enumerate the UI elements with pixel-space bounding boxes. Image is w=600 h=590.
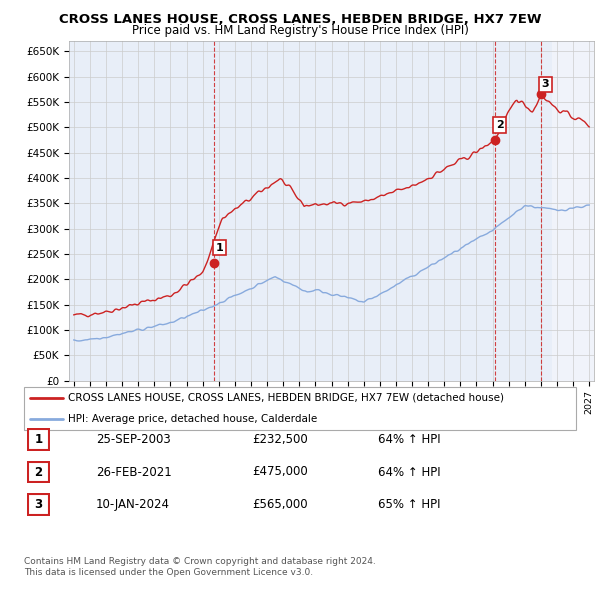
Bar: [552, 41, 597, 381]
Text: 1: 1: [34, 433, 43, 446]
Text: 3: 3: [542, 79, 549, 89]
FancyBboxPatch shape: [28, 494, 49, 514]
Text: 64% ↑ HPI: 64% ↑ HPI: [378, 466, 440, 478]
Text: Price paid vs. HM Land Registry's House Price Index (HPI): Price paid vs. HM Land Registry's House …: [131, 24, 469, 37]
Text: CROSS LANES HOUSE, CROSS LANES, HEBDEN BRIDGE, HX7 7EW: CROSS LANES HOUSE, CROSS LANES, HEBDEN B…: [59, 13, 541, 26]
FancyBboxPatch shape: [24, 387, 576, 430]
Text: 26-FEB-2021: 26-FEB-2021: [96, 466, 172, 478]
Text: 65% ↑ HPI: 65% ↑ HPI: [378, 498, 440, 511]
Text: Contains HM Land Registry data © Crown copyright and database right 2024.: Contains HM Land Registry data © Crown c…: [24, 558, 376, 566]
FancyBboxPatch shape: [28, 462, 49, 482]
Text: £565,000: £565,000: [252, 498, 308, 511]
Text: 2: 2: [34, 466, 43, 478]
Text: £475,000: £475,000: [252, 466, 308, 478]
Text: 1: 1: [215, 242, 223, 253]
Text: 64% ↑ HPI: 64% ↑ HPI: [378, 433, 440, 446]
Text: 10-JAN-2024: 10-JAN-2024: [96, 498, 170, 511]
Text: 3: 3: [34, 498, 43, 511]
Bar: [552, 41, 597, 381]
FancyBboxPatch shape: [28, 430, 49, 450]
Text: £232,500: £232,500: [252, 433, 308, 446]
Text: 25-SEP-2003: 25-SEP-2003: [96, 433, 171, 446]
Text: This data is licensed under the Open Government Licence v3.0.: This data is licensed under the Open Gov…: [24, 568, 313, 577]
Text: CROSS LANES HOUSE, CROSS LANES, HEBDEN BRIDGE, HX7 7EW (detached house): CROSS LANES HOUSE, CROSS LANES, HEBDEN B…: [68, 393, 504, 402]
Text: 2: 2: [496, 120, 503, 130]
Text: HPI: Average price, detached house, Calderdale: HPI: Average price, detached house, Cald…: [68, 414, 317, 424]
